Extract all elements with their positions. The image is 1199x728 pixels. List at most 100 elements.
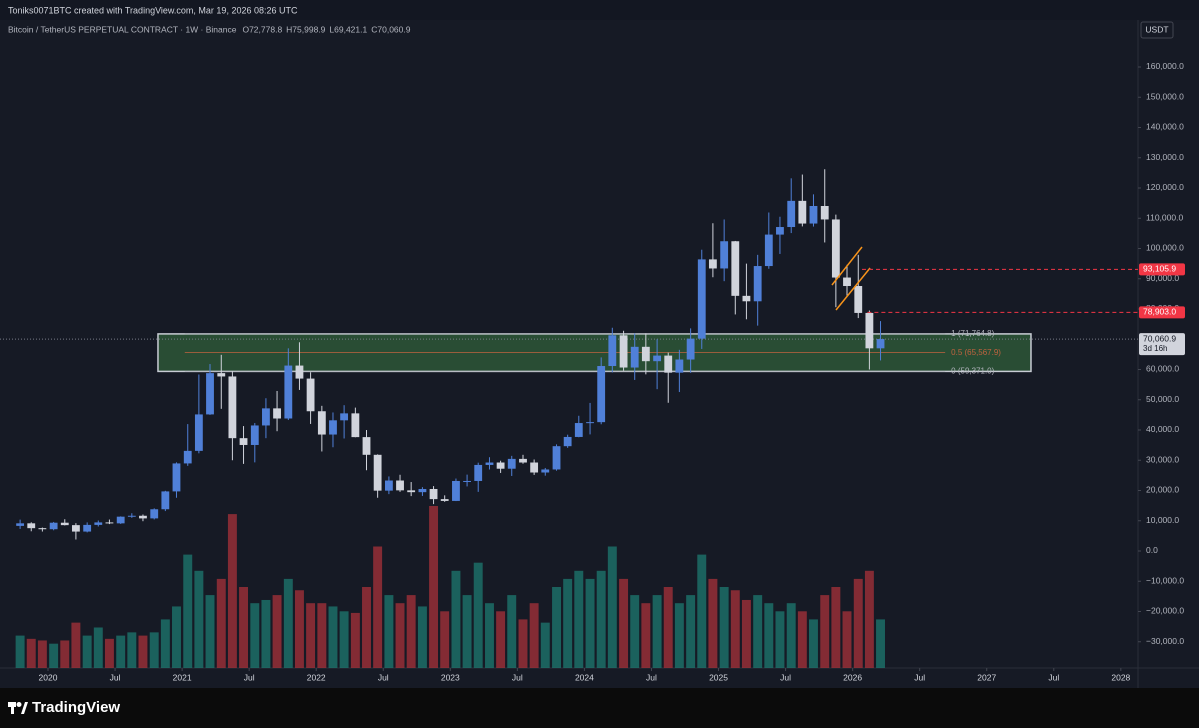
price-line-badge xyxy=(1139,263,1185,276)
volume-bar xyxy=(93,627,103,668)
candle-body xyxy=(172,463,181,492)
y-tick-label: 60,000.0 xyxy=(1146,364,1179,374)
volume-bar xyxy=(116,635,126,668)
volume-bar xyxy=(831,587,841,668)
logo-shape xyxy=(16,702,22,707)
candle-body xyxy=(194,414,203,451)
volume-bar xyxy=(552,587,561,668)
candle-body xyxy=(843,277,851,287)
candle-body xyxy=(228,376,237,439)
footer-bar xyxy=(0,688,1199,728)
candle-body xyxy=(563,436,572,447)
volume-bar xyxy=(663,587,673,668)
candle-body xyxy=(865,312,874,349)
candle-body xyxy=(608,335,617,367)
volume-bar xyxy=(71,622,81,668)
candle-body xyxy=(407,490,416,493)
candle-body xyxy=(630,346,639,368)
x-tick-label: 2028 xyxy=(1111,672,1130,682)
currency-box xyxy=(1140,21,1174,39)
x-tick-label: 2027 xyxy=(977,672,996,682)
candle-body xyxy=(474,464,483,481)
volume-bar xyxy=(864,570,874,668)
candle-body xyxy=(273,408,281,419)
candle-body xyxy=(206,373,214,415)
volume-bar xyxy=(429,506,439,668)
candle-body xyxy=(764,234,773,267)
fib-label: 0 (59,371.0) xyxy=(951,367,994,376)
candle-body xyxy=(641,346,650,362)
candle-body xyxy=(71,525,80,532)
candle-body xyxy=(27,523,36,529)
volume-bar xyxy=(127,632,137,668)
volume-bar xyxy=(37,640,47,668)
candle-body xyxy=(239,438,248,445)
candle-body xyxy=(105,522,114,524)
volume-bar xyxy=(49,643,59,668)
x-tick-label: 2023 xyxy=(441,672,460,682)
candle-body xyxy=(552,446,561,470)
volume-bar xyxy=(104,638,114,668)
volume-bar xyxy=(786,603,796,668)
x-tick-label: Jul xyxy=(512,672,523,682)
candle-body xyxy=(876,339,885,349)
volume-bar xyxy=(507,595,517,668)
volume-bar xyxy=(820,595,830,668)
volume-bar xyxy=(529,603,539,668)
candle-body xyxy=(742,295,751,302)
candle-body xyxy=(619,335,628,368)
volume-bar xyxy=(842,611,852,668)
candle-body xyxy=(664,355,673,373)
fib-label: 0.5 (65,567.9) xyxy=(951,348,1001,357)
ohlc-value: H75,998.9 xyxy=(286,24,325,34)
candle-body xyxy=(150,509,159,519)
x-tick-label: 2021 xyxy=(173,672,192,682)
volume-bar xyxy=(417,606,427,668)
candle-body xyxy=(38,528,47,530)
volume-bar xyxy=(619,578,629,668)
volume-bar xyxy=(328,606,338,668)
y-tick-label: 20,000.0 xyxy=(1146,485,1179,495)
candle-body xyxy=(530,462,539,473)
y-tick-label: 160,000.0 xyxy=(1146,61,1184,71)
x-tick-label: Jul xyxy=(378,672,389,682)
candle-body xyxy=(317,411,326,435)
y-tick-label: −10,000.0 xyxy=(1146,575,1184,585)
volume-bar xyxy=(652,595,662,668)
y-tick-label: 130,000.0 xyxy=(1146,152,1184,162)
candle-body xyxy=(217,373,226,377)
y-tick-label: 0.0 xyxy=(1146,545,1158,555)
x-tick-label: 2022 xyxy=(307,672,326,682)
y-tick-label: 100,000.0 xyxy=(1146,243,1184,253)
volume-bar xyxy=(741,599,751,668)
candle-body xyxy=(373,454,382,491)
candle-body xyxy=(183,450,192,464)
candle-body xyxy=(262,408,270,426)
volume-bar xyxy=(596,570,606,668)
candle-body xyxy=(284,365,293,419)
volume-bar xyxy=(574,570,584,668)
candle-body xyxy=(519,458,527,463)
candle-body xyxy=(720,241,729,269)
volume-bar xyxy=(138,635,148,668)
volume-bar xyxy=(339,611,349,668)
candle-body xyxy=(127,515,136,517)
candle-body xyxy=(653,355,662,362)
volume-bar xyxy=(239,587,249,668)
volume-bar xyxy=(60,640,70,668)
volume-bar xyxy=(809,619,818,668)
candle-body xyxy=(586,422,594,424)
x-tick-label: 2025 xyxy=(709,672,728,682)
caption: Toniks0071BTC created with TradingView.c… xyxy=(8,5,298,15)
volume-bar xyxy=(563,578,573,668)
volume-bar xyxy=(764,603,774,668)
candle-body xyxy=(94,522,103,525)
volume-bar xyxy=(496,611,506,668)
fib-label: 1 (71,764.8) xyxy=(951,329,994,338)
ohlc-value: O72,778.8 xyxy=(242,24,282,34)
candle-body xyxy=(597,366,606,423)
x-tick-label: Jul xyxy=(780,672,791,682)
candle-body xyxy=(574,423,583,437)
volume-bar xyxy=(395,603,405,668)
volume-bar xyxy=(485,603,494,668)
